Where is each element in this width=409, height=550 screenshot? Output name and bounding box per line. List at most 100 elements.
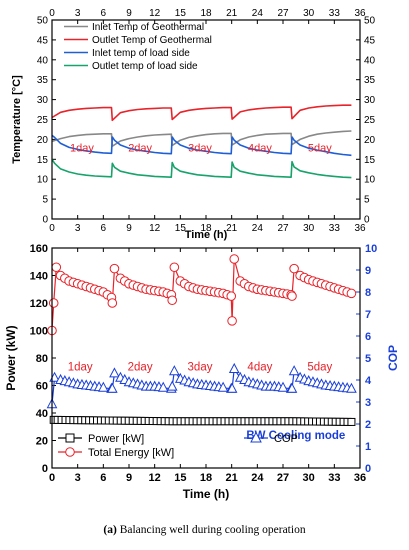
legend-marker xyxy=(65,433,75,443)
y-tick-label: 40 xyxy=(37,55,49,66)
day-label: 2day xyxy=(128,142,152,154)
y-tick-label-right: 30 xyxy=(364,95,376,106)
marker-triangle xyxy=(109,367,120,378)
y-tick-label-right: 0 xyxy=(364,215,370,226)
x-tick-label: 9 xyxy=(126,223,132,234)
y-tick-label-right: 5 xyxy=(364,195,370,206)
marker-triangle xyxy=(288,365,300,376)
y-tick-label: 0 xyxy=(42,215,48,226)
temperature-chart: 0033669912121515181821212424272730303333… xyxy=(11,8,376,241)
x-tick-label: 12 xyxy=(149,223,161,234)
x-tick-label: 3 xyxy=(75,472,81,484)
x-tick-label-top: 27 xyxy=(277,8,289,19)
marker-square xyxy=(347,417,356,426)
x-tick-label: 0 xyxy=(49,472,55,484)
x-tick-label: 27 xyxy=(277,223,289,234)
marker-circle xyxy=(227,316,237,326)
marker-triangle xyxy=(106,382,118,393)
x-tick-label: 15 xyxy=(175,223,187,234)
series-line-2 xyxy=(51,104,352,122)
mode-label: BW Cooling mode xyxy=(246,430,345,442)
y-tick-label: 10 xyxy=(37,175,49,186)
legend-marker xyxy=(250,431,262,443)
x-tick-label-top: 0 xyxy=(49,8,55,19)
marker-circle xyxy=(169,262,180,273)
y-tick-label: 20 xyxy=(36,436,48,448)
marker-circle xyxy=(167,295,178,306)
marker-circle xyxy=(289,263,299,274)
day-label: 5day xyxy=(308,142,332,154)
y-tick-label: 35 xyxy=(37,75,49,86)
x-tick-label: 12 xyxy=(149,472,161,484)
y-tick-label: 80 xyxy=(36,353,48,365)
y-tick-label-right: 8 xyxy=(365,287,371,299)
y-tick-label-right: 15 xyxy=(364,155,376,166)
marker-circle xyxy=(287,291,297,301)
x-tick-label: 36 xyxy=(354,223,366,234)
x-tick-label-top: 24 xyxy=(252,8,264,19)
day-label: 2day xyxy=(128,361,153,373)
y-tick-label-right: 4 xyxy=(365,375,372,387)
y-tick-label: 40 xyxy=(36,408,48,420)
y-tick-label: 120 xyxy=(30,298,48,310)
y-axis-title-right: COP xyxy=(386,345,400,371)
day-label: 1day xyxy=(70,142,94,154)
x-tick-label: 24 xyxy=(251,472,264,484)
marker-triangle xyxy=(226,382,238,393)
x-tick-label: 6 xyxy=(100,472,106,484)
marker-triangle xyxy=(98,381,109,392)
y-tick-label: 50 xyxy=(37,16,49,27)
y-tick-label: 15 xyxy=(37,155,49,166)
y-tick-label-right: 0 xyxy=(365,463,371,475)
x-tick-label-top: 12 xyxy=(149,8,161,19)
x-tick-label-top: 15 xyxy=(175,8,187,19)
marker-triangle xyxy=(157,381,169,392)
y-tick-label: 20 xyxy=(37,135,49,146)
x-tick-label: 15 xyxy=(174,472,186,484)
day-label: 4day xyxy=(248,142,272,154)
x-tick-label: 33 xyxy=(329,223,341,234)
x-tick-label-top: 6 xyxy=(101,8,107,19)
legend-label: Inlet temp of load side xyxy=(92,48,190,59)
y-tick-label-right: 35 xyxy=(364,75,376,86)
marker-triangle xyxy=(277,381,289,392)
x-tick-label: 33 xyxy=(328,472,340,484)
x-tick-label-top: 36 xyxy=(354,8,366,19)
y-tick-label-right: 6 xyxy=(365,331,371,343)
series-line-3 xyxy=(51,134,352,157)
y-axis-title-left: Power (kW) xyxy=(4,325,18,390)
y-tick-label-right: 10 xyxy=(365,243,377,255)
power-cop-chart: 0 3 6 9 12 15 18 21 24 27 30 33 36020406080100120140… xyxy=(4,243,400,501)
y-tick-label: 45 xyxy=(37,35,49,46)
marker-circle xyxy=(107,298,118,308)
y-tick-label-right: 20 xyxy=(364,135,376,146)
marker-triangle xyxy=(217,381,229,392)
y-tick-label-right: 50 xyxy=(364,16,376,27)
x-tick-label: 30 xyxy=(303,223,315,234)
x-tick-label-top: 9 xyxy=(126,8,132,19)
x-tick-label: 3 xyxy=(75,223,81,234)
caption-text: Balancing well during cooling operation xyxy=(116,524,306,536)
x-tick-label-top: 18 xyxy=(200,8,212,19)
x-tick-label: 0 xyxy=(49,223,55,234)
x-tick-label: 24 xyxy=(252,223,264,234)
day-label: 3day xyxy=(188,361,213,373)
x-tick-label: 30 xyxy=(303,472,315,484)
marker-triangle xyxy=(166,380,178,391)
day-label: 3day xyxy=(188,142,212,154)
power-plot-frame xyxy=(51,247,361,469)
marker-triangle xyxy=(228,362,240,373)
x-axis-title: Time (h) xyxy=(185,229,228,241)
legend-marker xyxy=(65,447,75,457)
x-tick-label-top: 21 xyxy=(226,8,238,19)
series-line-4 xyxy=(51,158,352,179)
marker-circle xyxy=(48,298,59,308)
x-tick-label: 36 xyxy=(354,472,366,484)
y-tick-label: 30 xyxy=(37,95,49,106)
y-tick-label: 100 xyxy=(30,326,48,338)
x-tick-label: 21 xyxy=(226,223,238,234)
marker-circle xyxy=(226,291,237,301)
marker-circle xyxy=(109,263,120,274)
x-tick-label: 27 xyxy=(277,472,289,484)
